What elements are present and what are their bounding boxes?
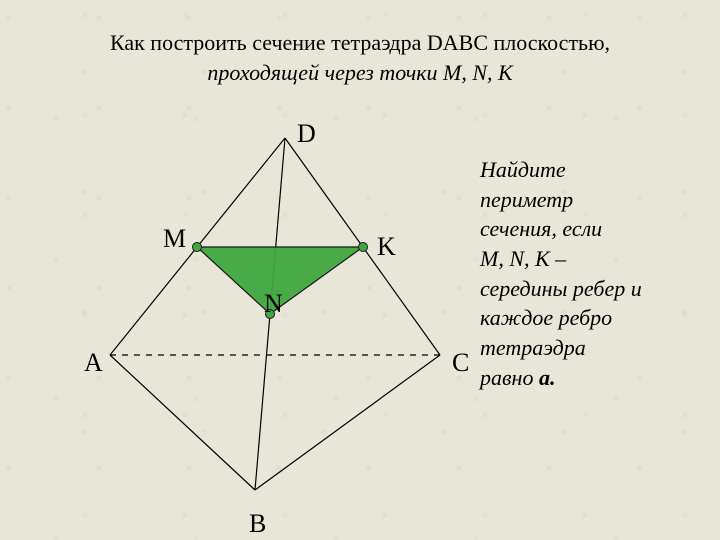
task-l3: сечения, если: [480, 214, 700, 244]
vertex-label-A: A: [84, 348, 103, 378]
slide-title: Как построить сечение тетраэдра DABC пло…: [0, 28, 720, 87]
task-l2: периметр: [480, 185, 700, 215]
edge-A-B: [110, 355, 255, 490]
task-text: Найдите периметр сечения, если M, N, K –…: [480, 155, 700, 393]
task-l5: середины ребер и: [480, 274, 700, 304]
edge-B-C: [255, 355, 440, 490]
vertex-label-B: B: [249, 509, 266, 539]
title-line-1: Как построить сечение тетраэдра DABC пло…: [0, 28, 720, 58]
point-K: [359, 243, 368, 252]
tetrahedron-diagram: [80, 120, 460, 520]
task-l8: равно а.: [480, 363, 700, 393]
task-l8-bold: а.: [539, 365, 556, 390]
vertex-label-D: D: [297, 119, 316, 149]
vertex-label-C: C: [452, 348, 469, 378]
task-l1: Найдите: [480, 155, 700, 185]
title-line-2: проходящей через точки M, N, K: [0, 58, 720, 88]
vertex-label-K: K: [377, 232, 396, 262]
task-l7: тетраэдра: [480, 333, 700, 363]
vertex-label-N: N: [264, 289, 283, 319]
point-M: [193, 243, 202, 252]
task-l6: каждое ребро: [480, 303, 700, 333]
task-l8-prefix: равно: [480, 365, 539, 390]
task-l4: M, N, K –: [480, 244, 700, 274]
vertex-label-M: M: [163, 224, 186, 254]
